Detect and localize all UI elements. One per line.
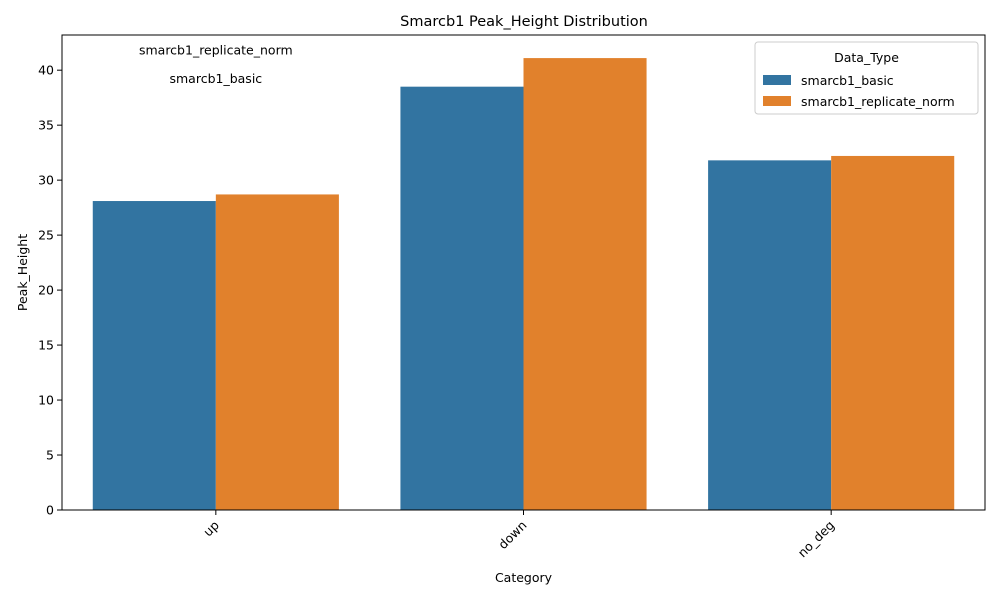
x-tick-label-up: up	[200, 517, 222, 539]
y-tick-label: 35	[38, 118, 54, 133]
legend: Data_Type smarcb1_basic smarcb1_replicate…	[754, 41, 979, 115]
legend-label-smarcb1_replicate_norm: smarcb1_replicate_norm	[801, 94, 955, 109]
y-tick-label: 15	[38, 338, 54, 353]
legend-title: Data_Type	[834, 50, 899, 65]
bar-smarcb1_replicate_norm-down	[523, 58, 647, 511]
annotation-1: smarcb1_basic	[169, 71, 262, 86]
annotation-0: smarcb1_replicate_norm	[139, 42, 293, 57]
bar-smarcb1_basic-down	[400, 86, 524, 511]
y-axis-label: Peak_Height	[15, 234, 30, 311]
y-tick-label: 5	[46, 448, 54, 463]
annotations-layer: smarcb1_replicate_norm smarcb1_basic	[139, 42, 293, 86]
bars-layer	[92, 58, 955, 511]
y-tick-label: 25	[38, 228, 54, 243]
bar-smarcb1_basic-no_deg	[708, 160, 832, 510]
legend-label-smarcb1_basic: smarcb1_basic	[801, 73, 894, 88]
x-tick-label-down: down	[495, 518, 529, 552]
legend-box	[754, 41, 979, 115]
y-tick-label: 10	[38, 393, 54, 408]
y-axis: 0 5 10 15 20 25 30 35 40	[38, 63, 62, 518]
x-axis: up down no_deg	[200, 510, 837, 560]
y-tick-label: 30	[38, 173, 54, 188]
bar-smarcb1_basic-up	[92, 201, 216, 510]
x-axis-label: Category	[495, 570, 553, 585]
y-tick-label: 0	[46, 503, 54, 518]
bar-smarcb1_replicate_norm-no_deg	[831, 155, 955, 510]
legend-entries: smarcb1_basic smarcb1_replicate_norm	[763, 73, 955, 109]
legend-swatch-smarcb1_basic	[763, 75, 791, 85]
x-tick-label-no_deg: no_deg	[795, 518, 838, 561]
bar-smarcb1_replicate_norm-up	[215, 194, 339, 511]
legend-swatch-smarcb1_replicate_norm	[763, 96, 791, 106]
chart-title: Smarcb1 Peak_Height Distribution	[400, 14, 648, 30]
y-tick-label: 20	[38, 283, 54, 298]
plot-frame	[61, 34, 986, 511]
y-tick-label: 40	[38, 63, 54, 78]
